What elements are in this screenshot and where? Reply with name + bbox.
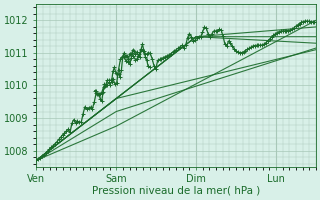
X-axis label: Pression niveau de la mer( hPa ): Pression niveau de la mer( hPa ) <box>92 186 260 196</box>
